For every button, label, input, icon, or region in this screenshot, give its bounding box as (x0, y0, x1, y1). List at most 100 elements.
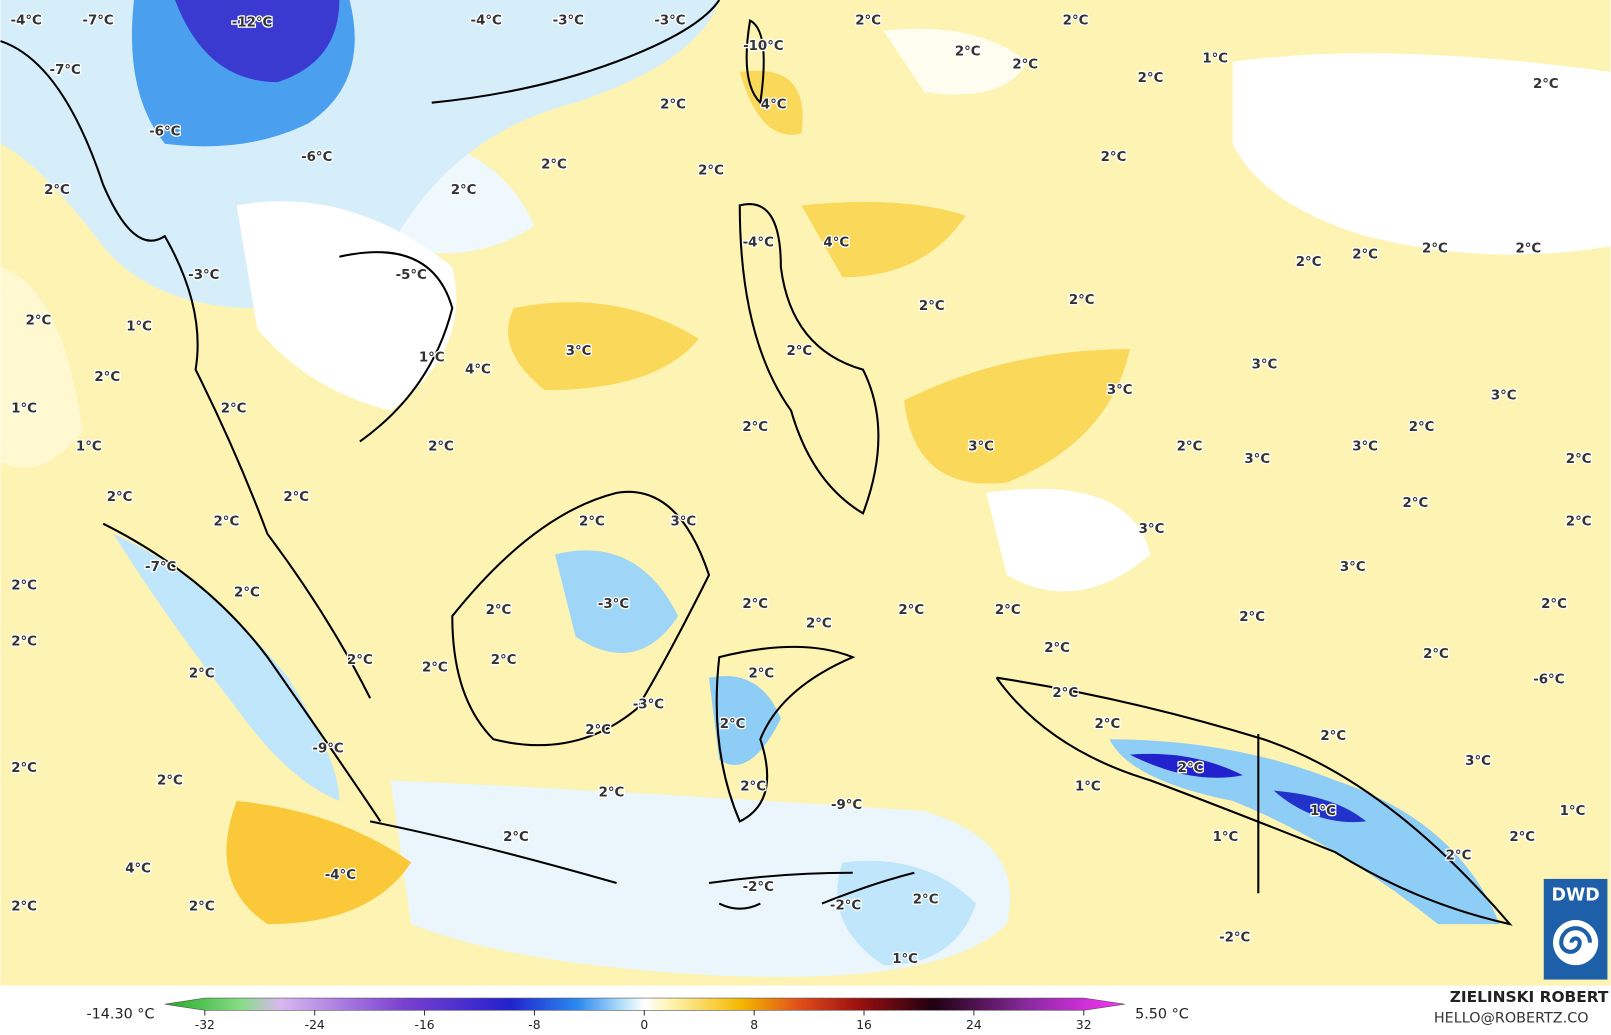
temp-label: 2°C (1044, 641, 1070, 656)
temp-label: 2°C (1320, 729, 1346, 744)
temp-label: 1°C (1213, 830, 1239, 845)
temp-label: 4°C (125, 862, 151, 877)
temp-label: 2°C (698, 163, 724, 178)
temp-label: 2°C (919, 299, 945, 314)
temp-label: 2°C (1296, 255, 1322, 270)
temp-label: 3°C (1491, 388, 1517, 403)
temp-label: 2°C (1138, 71, 1164, 86)
credit-name: ZIELINSKI ROBERT (1450, 988, 1609, 1006)
temp-label: -4°C (471, 14, 502, 29)
colorbar-tick-label: 32 (1076, 1018, 1092, 1032)
temp-label: 1°C (1202, 52, 1228, 67)
temp-label: 2°C (541, 157, 567, 172)
temp-label: 2°C (11, 635, 37, 650)
temp-label: 2°C (1239, 610, 1265, 625)
temp-label: 2°C (786, 344, 812, 359)
temp-label: 2°C (44, 183, 70, 198)
temp-label: -7°C (82, 14, 113, 29)
colorbar-tick-label: 8 (750, 1018, 758, 1032)
temp-label: 1°C (76, 440, 102, 455)
temp-label: 2°C (11, 900, 37, 915)
temp-label: -5°C (396, 268, 427, 283)
temp-label: 2°C (1509, 830, 1535, 845)
credit-contact: HELLO@ROBERTZ.CO (1434, 1011, 1589, 1027)
temp-label: 2°C (1409, 420, 1435, 435)
temp-label: 2°C (579, 515, 605, 530)
temp-label: 2°C (1095, 717, 1121, 732)
temp-label: 2°C (742, 420, 768, 435)
temp-label: 2°C (1515, 241, 1541, 256)
temp-label: -12°C (232, 16, 273, 31)
colorbar (164, 997, 1125, 1011)
temp-label: 2°C (995, 603, 1021, 618)
coastlines (0, 0, 1513, 926)
temp-label: 3°C (1352, 440, 1378, 455)
temp-label: 2°C (1069, 293, 1095, 308)
logo-text: DWD (1551, 885, 1599, 905)
temp-label: 2°C (955, 44, 981, 59)
temp-label: -3°C (633, 697, 664, 712)
max-label: 5.50 °C (1135, 1007, 1189, 1023)
temp-label: -2°C (1219, 930, 1250, 945)
temp-label: 2°C (855, 14, 881, 29)
temp-label: 4°C (465, 363, 491, 378)
temp-label: -4°C (325, 868, 356, 883)
temp-label: 2°C (1533, 77, 1559, 92)
temp-label: 2°C (221, 402, 247, 417)
temp-label: 2°C (491, 653, 517, 668)
temp-label: -9°C (312, 742, 343, 757)
temp-label: 2°C (1101, 150, 1127, 165)
temp-label: 3°C (566, 344, 592, 359)
temp-label: 2°C (189, 900, 215, 915)
temp-label: 1°C (1075, 780, 1101, 795)
temp-label: 2°C (157, 773, 183, 788)
temp-label: 2°C (1063, 14, 1089, 29)
temp-label: 3°C (1252, 358, 1278, 373)
temp-label: 2°C (806, 616, 832, 631)
temp-label: -3°C (598, 597, 629, 612)
legend-strip: -14.30 °C 5.50 °C -32 -24 -16 -8 0 8 16 24 32 ZI… (0, 985, 1611, 1035)
temp-label: 2°C (26, 313, 52, 328)
map-background (0, 0, 1611, 986)
temp-label: 3°C (1244, 452, 1270, 467)
colorbar-tick-label: -16 (414, 1018, 434, 1032)
temp-label: 2°C (599, 786, 625, 801)
temp-label: 2°C (1012, 58, 1038, 73)
temp-label: 2°C (11, 761, 37, 776)
temp-label: -6°C (149, 124, 180, 139)
temp-label: 2°C (214, 515, 240, 530)
temp-label: 2°C (347, 653, 373, 668)
temp-label: 2°C (486, 603, 512, 618)
temp-label: -7°C (145, 560, 176, 575)
temp-label: -10°C (743, 39, 784, 54)
temp-label: 2°C (913, 892, 939, 907)
colorbar-tick-label: -8 (528, 1018, 540, 1032)
temp-label: 2°C (451, 183, 477, 198)
temp-label: 3°C (1465, 754, 1491, 769)
temp-label: 2°C (1052, 686, 1078, 701)
temp-label: 2°C (898, 603, 924, 618)
temp-label: 2°C (1422, 241, 1448, 256)
temp-label: 2°C (428, 440, 454, 455)
colorbar-tick-label: 16 (856, 1018, 872, 1032)
temp-label: 4°C (823, 235, 849, 250)
temp-label: 1°C (1560, 804, 1586, 819)
temp-label: -2°C (743, 880, 774, 895)
temp-label: 1°C (1310, 804, 1336, 819)
temp-label: 3°C (1139, 522, 1165, 537)
temp-label: 1°C (419, 350, 445, 365)
temp-label: 2°C (234, 585, 260, 600)
temp-label: 2°C (283, 490, 309, 505)
temp-label: -7°C (50, 63, 81, 78)
temp-label: -3°C (654, 14, 685, 29)
temp-label: 4°C (761, 98, 787, 113)
dwd-logo: DWD (1543, 878, 1608, 980)
colorbar-tick-label: 0 (640, 1018, 648, 1032)
temp-label: 2°C (585, 723, 611, 738)
min-label: -14.30 °C (86, 1007, 154, 1023)
colorbar-tick-label: -32 (195, 1018, 215, 1032)
temp-label: 2°C (1403, 496, 1429, 511)
temp-label: 2°C (720, 717, 746, 732)
temp-label: -4°C (743, 235, 774, 250)
